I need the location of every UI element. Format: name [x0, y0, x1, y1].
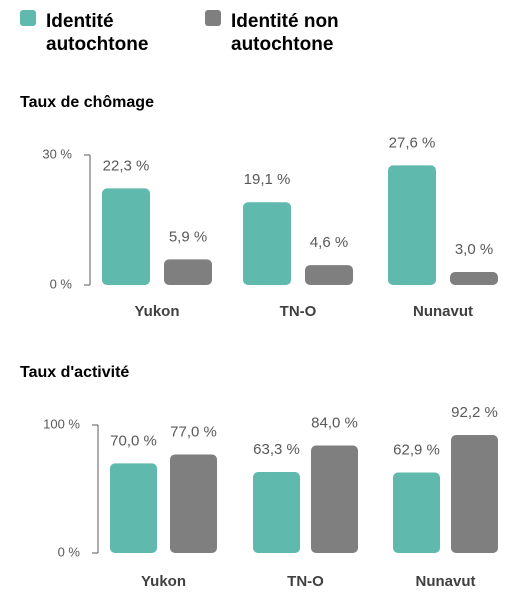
bar [110, 463, 157, 553]
x-tick-label: Yukon [134, 303, 179, 320]
chart-title: Taux de chômage [20, 94, 154, 111]
value-label: 62,9 % [393, 441, 440, 458]
y-tick-label: 0 % [50, 276, 73, 291]
x-tick-label: Nunavut [416, 573, 476, 590]
x-tick-label: TN-O [280, 303, 317, 320]
legend-label: Identité autochtone [46, 11, 148, 55]
legend-swatch [20, 10, 36, 26]
y-tick-label: 100 % [43, 416, 80, 431]
bar [253, 471, 300, 553]
x-tick-label: Yukon [141, 573, 186, 590]
bar [450, 272, 498, 285]
bar [305, 265, 353, 285]
value-label: 27,6 % [389, 134, 436, 151]
value-label: 4,6 % [310, 234, 348, 251]
y-tick-label: 30 % [42, 146, 72, 161]
bar [393, 472, 440, 553]
bar [170, 454, 217, 553]
x-tick-label: Nunavut [413, 303, 473, 320]
value-label: 70,0 % [110, 432, 157, 449]
x-tick-label: TN-O [287, 573, 324, 590]
value-label: 77,0 % [170, 423, 217, 440]
bar [451, 434, 498, 553]
bar [164, 259, 212, 285]
legend-label: Identité non autochtone [231, 11, 344, 55]
chart-title: Taux d'activité [20, 364, 129, 381]
bar [311, 445, 358, 553]
value-label: 84,0 % [311, 414, 358, 431]
value-label: 92,2 % [451, 404, 498, 421]
value-label: 3,0 % [455, 241, 493, 258]
value-label: 63,3 % [253, 441, 300, 458]
legend-swatch [205, 10, 221, 26]
bar [388, 165, 436, 285]
value-label: 22,3 % [103, 157, 150, 174]
value-label: 19,1 % [244, 171, 291, 188]
y-tick-label: 0 % [58, 544, 81, 559]
bar [243, 202, 291, 285]
value-label: 5,9 % [169, 228, 207, 245]
bar [102, 188, 150, 285]
